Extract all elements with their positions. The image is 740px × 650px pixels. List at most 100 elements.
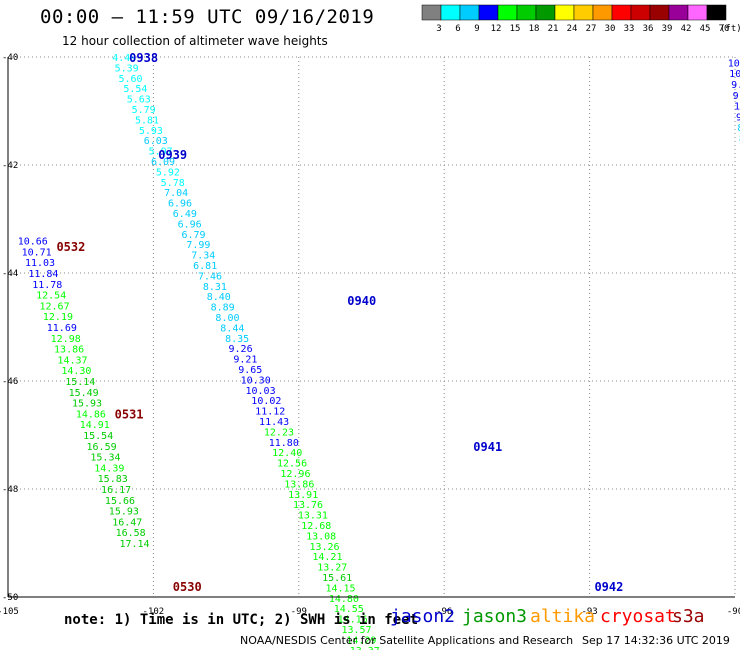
swh-point-jason2: 5.78 <box>161 178 185 189</box>
swh-point-jason2: 14.21 <box>312 552 342 563</box>
colorbar-tick-label: 27 <box>586 24 597 34</box>
x-tick-label: -93 <box>581 607 597 617</box>
swh-point-s3a: 15.34 <box>90 453 120 464</box>
swh-point-s3a: 15.83 <box>98 474 128 485</box>
swh-point-s3a: 10.71 <box>22 247 52 258</box>
colorbar-swatch <box>592 4 613 21</box>
colorbar-swatch <box>573 4 594 21</box>
swh-point-jason2: 5.97 <box>149 147 173 158</box>
swh-point-s3a: 12.98 <box>51 334 81 345</box>
swh-point-jason2: 11.43 <box>259 417 289 428</box>
swh-point-jason2: 8.44 <box>220 323 244 334</box>
y-tick-label: -40 <box>2 53 18 63</box>
swh-point-s3a: 15.66 <box>105 496 135 507</box>
x-tick-label: -102 <box>143 607 165 617</box>
swh-point-jason2: 8.00 <box>215 313 239 324</box>
credit-text: NOAA/NESDIS Center for Satellite Applica… <box>240 634 574 647</box>
colorbar-swatch <box>706 4 727 21</box>
swh-point-s3a: 12.19 <box>43 312 73 323</box>
swh-point-s3a: 11.69 <box>47 323 77 334</box>
swh-point-s3a: 15.93 <box>72 399 102 410</box>
colorbar-swatch <box>535 4 556 21</box>
swh-point-jason2: 4.49 <box>112 53 136 64</box>
colorbar-tick-label: 30 <box>605 24 616 34</box>
swh-point-jason2: 6.96 <box>168 199 192 210</box>
swh-point-jason2: 10.03 <box>245 386 275 397</box>
swh-point-jason2: 5.54 <box>123 84 147 95</box>
swh-point-jason2: 13.37 <box>350 646 380 650</box>
swh-point-jason3: 10.0 <box>734 102 740 113</box>
swh-point-s3a: 10.66 <box>18 237 48 248</box>
y-tick-label: -50 <box>2 593 18 603</box>
pass-time-label: 0942 <box>594 580 623 594</box>
swh-point-jason2: 5.93 <box>139 126 163 137</box>
colorbar-tick-label: 36 <box>643 24 654 34</box>
colorbar-swatch <box>459 4 480 21</box>
swh-point-s3a: 17.14 <box>119 539 149 550</box>
colorbar-swatch <box>421 4 442 21</box>
swh-point-jason2: 14.55 <box>334 604 364 615</box>
swh-point-s3a: 16.47 <box>112 517 142 528</box>
colorbar-swatch <box>497 4 518 21</box>
swh-point-s3a: 14.91 <box>80 420 110 431</box>
y-tick-label: -46 <box>2 377 18 387</box>
swh-point-jason3: 9.0 <box>736 112 740 123</box>
x-tick-label: -96 <box>436 607 452 617</box>
colorbar-unit: (ft) <box>720 24 740 34</box>
swh-point-jason2: 5.63 <box>127 95 151 106</box>
swh-point-jason2: 9.21 <box>233 355 257 366</box>
swh-point-jason2: 13.91 <box>288 490 318 501</box>
swh-point-jason2: 13.57 <box>341 625 371 636</box>
colorbar-swatch <box>478 4 499 21</box>
colorbar-swatch <box>611 4 632 21</box>
swh-point-jason2: 5.92 <box>156 167 180 178</box>
legend-cryosat: cryosat <box>600 606 676 627</box>
swh-point-jason2: 8.40 <box>207 292 231 303</box>
colorbar-swatch <box>440 4 461 21</box>
colorbar-swatch <box>668 4 689 21</box>
swh-point-jason2: 5.79 <box>132 105 156 116</box>
legend-altika: altika <box>530 606 596 627</box>
pass-time-label: 0938 <box>129 51 158 65</box>
y-tick-label: -42 <box>2 161 18 171</box>
colorbar-tick-label: 6 <box>455 24 460 34</box>
x-tick-label: -105 <box>0 607 19 617</box>
colorbar-tick-label: 3 <box>436 24 441 34</box>
swh-point-jason2: 14.15 <box>325 583 355 594</box>
colorbar-tick-label: 45 <box>700 24 711 34</box>
x-tick-label: -99 <box>291 607 307 617</box>
swh-point-jason2: 6.49 <box>173 209 197 220</box>
swh-point-jason2: 8.35 <box>225 334 249 345</box>
swh-point-jason2: 8.89 <box>211 303 235 314</box>
colorbar-swatch <box>649 4 670 21</box>
swh-point-jason2: 8.31 <box>203 282 227 293</box>
swh-point-s3a: 14.30 <box>61 366 91 377</box>
swh-point-jason2: 11.12 <box>255 407 285 418</box>
swh-point-s3a: 13.86 <box>54 345 84 356</box>
swh-point-s3a: 16.58 <box>116 528 146 539</box>
colorbar-tick-label: 9 <box>474 24 479 34</box>
swh-point-jason2: 7.04 <box>164 188 188 199</box>
swh-point-s3a: 12.67 <box>40 301 70 312</box>
swh-point-s3a: 14.86 <box>76 409 106 420</box>
pass-time-label: 0941 <box>473 440 502 454</box>
swh-point-jason2: 7.34 <box>191 251 215 262</box>
pass-time-label: 0530 <box>173 580 202 594</box>
swh-point-jason2: 14.16 <box>338 615 368 626</box>
swh-point-jason2: 12.96 <box>280 469 310 480</box>
colorbar-swatch <box>630 4 651 21</box>
pass-time-label: 0532 <box>56 240 85 254</box>
colorbar-swatch <box>554 4 575 21</box>
swh-point-s3a: 15.93 <box>109 507 139 518</box>
colorbar-swatch <box>687 4 708 21</box>
swh-point-jason2: 7.99 <box>186 240 210 251</box>
swh-point-jason2: 14.80 <box>329 594 359 605</box>
swh-point-s3a: 11.78 <box>32 280 62 291</box>
note-text: note: 1) Time is in UTC; 2) SWH is in fe… <box>64 612 419 628</box>
swh-point-jason2: 6.96 <box>178 219 202 230</box>
swh-point-jason2: 6.03 <box>144 136 168 147</box>
swh-point-jason3: 9.1 <box>731 80 740 91</box>
swh-point-s3a: 15.49 <box>69 388 99 399</box>
swh-point-jason2: 13.86 <box>284 479 314 490</box>
swh-point-jason3: 8.8 <box>739 134 740 145</box>
